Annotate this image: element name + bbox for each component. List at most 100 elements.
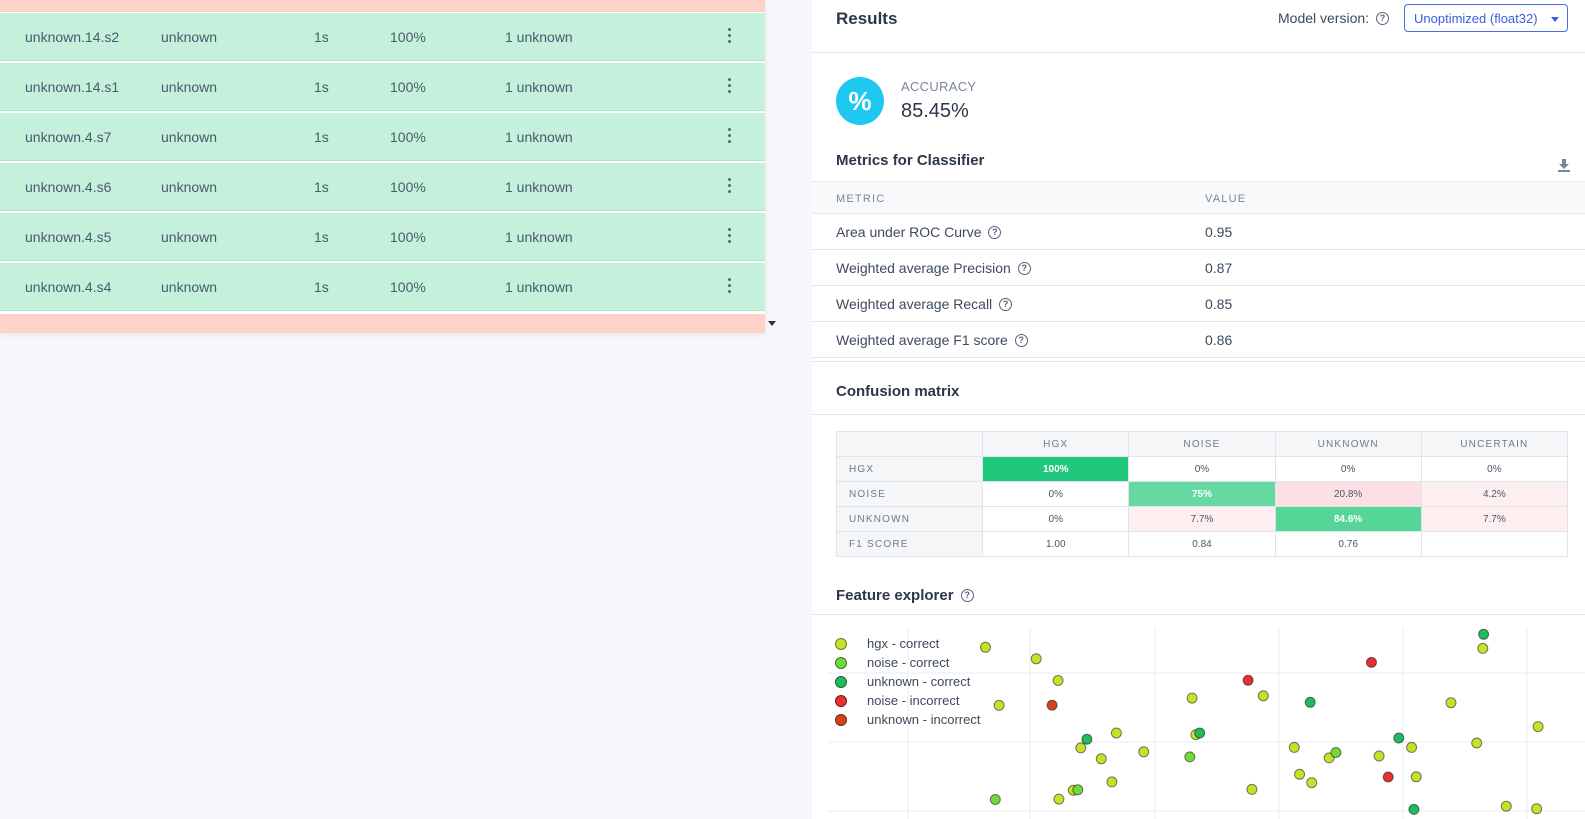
scatter-point[interactable] [1246,783,1258,795]
scroll-down-arrow[interactable] [768,321,776,326]
table-row[interactable]: unknown.14.s2 unknown 1s 100% 1 unknown [0,13,765,61]
more-vertical-icon[interactable] [726,26,734,46]
metric-row: Weighted average Recall ? 0.85 [812,286,1585,322]
cm-cell [1420,531,1569,557]
download-icon[interactable] [1557,158,1571,172]
scatter-point[interactable] [989,794,1001,805]
table-row-partial[interactable] [0,314,765,333]
cm-cell: 0% [1274,456,1422,482]
scatter-point[interactable] [1408,803,1420,815]
feature-explorer-plot[interactable] [828,628,1585,819]
scatter-point[interactable] [1184,751,1196,763]
scatter-point[interactable] [1288,741,1300,753]
scatter-point[interactable] [1052,675,1064,686]
sample-accuracy: 100% [390,279,426,295]
metric-row: Area under ROC Curve ? 0.95 [812,214,1585,250]
metric-value: 0.95 [1205,224,1233,240]
scatter-point[interactable] [1304,696,1316,708]
scatter-point[interactable] [1075,742,1087,754]
table-row[interactable]: unknown.4.s5 unknown 1s 100% 1 unknown [0,213,765,261]
scatter-point[interactable] [1478,628,1490,640]
scatter-point[interactable] [1366,656,1377,668]
accuracy-value: 85.45% [901,100,969,122]
cm-cell: 0% [1128,456,1276,482]
table-row-partial[interactable] [0,0,765,12]
scatter-point[interactable] [1445,697,1457,709]
scatter-point[interactable] [1072,784,1084,796]
feature-explorer-title: Feature explorer ? [836,587,974,604]
table-row[interactable]: unknown.4.s7 unknown 1s 100% 1 unknown [0,113,765,161]
scatter-point[interactable] [1294,768,1306,780]
scatter-point[interactable] [1095,753,1107,765]
scatter-point[interactable] [1110,727,1122,739]
cm-row-header: HGX [835,456,984,482]
scatter-point[interactable] [1532,721,1544,733]
sample-result: 1 unknown [505,279,573,295]
table-row[interactable]: unknown.14.s1 unknown 1s 100% 1 unknown [0,63,765,111]
feature-explorer-legend: hgx - correct noise - correct unknown - co… [835,636,980,731]
dot [728,34,731,37]
more-vertical-icon[interactable] [726,126,734,146]
help-icon[interactable]: ? [1017,261,1031,275]
metric-name-text: Weighted average Precision [836,260,1011,276]
more-vertical-icon[interactable] [726,276,734,296]
sample-length: 1s [314,129,329,145]
scatter-point[interactable] [1393,732,1405,744]
legend-item[interactable]: noise - correct [835,655,980,674]
cm-row-header: F1 SCORE [835,531,984,557]
scatter-point[interactable] [1531,803,1543,815]
cm-cell: 75% [1128,481,1276,507]
help-icon[interactable]: ? [988,225,1002,239]
sample-name: unknown.4.s6 [25,179,112,195]
metric-name: Area under ROC Curve ? [836,224,1002,240]
metric-column-header: METRIC [836,193,886,205]
metrics-table-header: METRIC VALUE [812,181,1585,214]
scatter-point[interactable] [1242,674,1254,686]
table-row[interactable]: unknown.4.s4 unknown 1s 100% 1 unknown [0,263,765,311]
scatter-point[interactable] [1053,793,1065,805]
scatter-point[interactable] [1106,776,1118,788]
scatter-point[interactable] [1306,777,1318,789]
more-vertical-icon[interactable] [726,226,734,246]
legend-label: noise - correct [867,655,950,670]
scatter-point[interactable] [1330,747,1342,758]
sample-accuracy: 100% [390,79,426,95]
scatter-point[interactable] [1138,746,1150,758]
model-version-select[interactable]: Unoptimized (float32) [1404,4,1568,32]
help-icon[interactable]: ? [999,297,1013,311]
more-vertical-icon[interactable] [726,176,734,196]
legend-item[interactable]: hgx - correct [835,636,980,655]
metric-row: Weighted average F1 score ? 0.86 [812,322,1585,358]
scatter-point[interactable] [1477,642,1489,654]
help-icon[interactable]: ? [960,588,974,602]
help-icon[interactable]: ? [1375,11,1389,25]
legend-item[interactable]: unknown - correct [835,674,980,693]
scatter-point[interactable] [1406,741,1418,753]
scatter-point[interactable] [1030,653,1042,665]
scatter-point[interactable] [1257,690,1269,702]
legend-item[interactable]: unknown - incorrect [835,712,980,731]
metrics-title: Metrics for Classifier [836,152,985,169]
metric-name-text: Area under ROC Curve [836,224,982,240]
dot [728,140,731,143]
scatter-point[interactable] [1471,737,1483,749]
results-panel: Results Model version: ? Unoptimized (fl… [812,0,1585,819]
scatter-point[interactable] [1046,699,1058,711]
scatter-point[interactable] [1500,800,1512,812]
dot [728,184,731,187]
scatter-point[interactable] [993,699,1005,711]
sample-name: unknown.4.s4 [25,279,112,295]
legend-item[interactable]: noise - incorrect [835,693,980,712]
scatter-point[interactable] [1373,750,1385,762]
help-icon[interactable]: ? [1014,333,1028,347]
scatter-point[interactable] [1194,727,1206,739]
table-row[interactable]: unknown.4.s6 unknown 1s 100% 1 unknown [0,163,765,211]
scatter-point[interactable] [1186,692,1198,704]
scatter-point[interactable] [980,641,991,653]
scatter-point[interactable] [1382,771,1394,783]
scatter-point[interactable] [1410,771,1422,783]
feature-explorer-title-text: Feature explorer [836,587,954,604]
scatter-point[interactable] [1081,733,1093,745]
more-vertical-icon[interactable] [726,76,734,96]
sample-accuracy: 100% [390,129,426,145]
